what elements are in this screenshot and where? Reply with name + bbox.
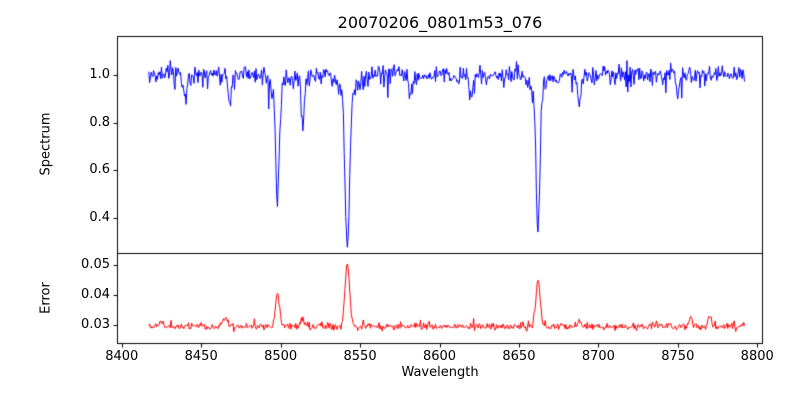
- spectrum-y-tick-label: 1.0: [89, 66, 110, 82]
- x-tick-label: 8500: [264, 349, 298, 364]
- spectrum-y-axis-label: Spectrum: [38, 112, 54, 176]
- x-tick-label: 8400: [105, 349, 139, 364]
- error-y-axis-label: Error: [38, 282, 54, 314]
- error-y-tick-label: 0.03: [81, 317, 110, 332]
- x-tick-label: 8450: [184, 349, 218, 364]
- x-axis-label: Wavelength: [401, 365, 479, 380]
- x-tick-label: 8700: [581, 349, 615, 364]
- error-y-tick-label: 0.04: [81, 287, 110, 302]
- spectrum-y-tick-label: 0.6: [89, 162, 110, 178]
- error-y-tick-label: 0.05: [81, 257, 110, 272]
- x-tick-label: 8600: [422, 349, 457, 364]
- x-tick-label: 8650: [502, 349, 536, 364]
- spectrum-y-tick-label: 0.8: [89, 114, 110, 130]
- x-tick-label: 8800: [740, 349, 774, 364]
- spectrum-y-tick-label: 0.4: [89, 209, 110, 225]
- x-tick-label: 8550: [343, 349, 377, 364]
- chart-title: 20070206_0801m53_076: [337, 13, 543, 32]
- x-tick-label: 8750: [661, 349, 695, 364]
